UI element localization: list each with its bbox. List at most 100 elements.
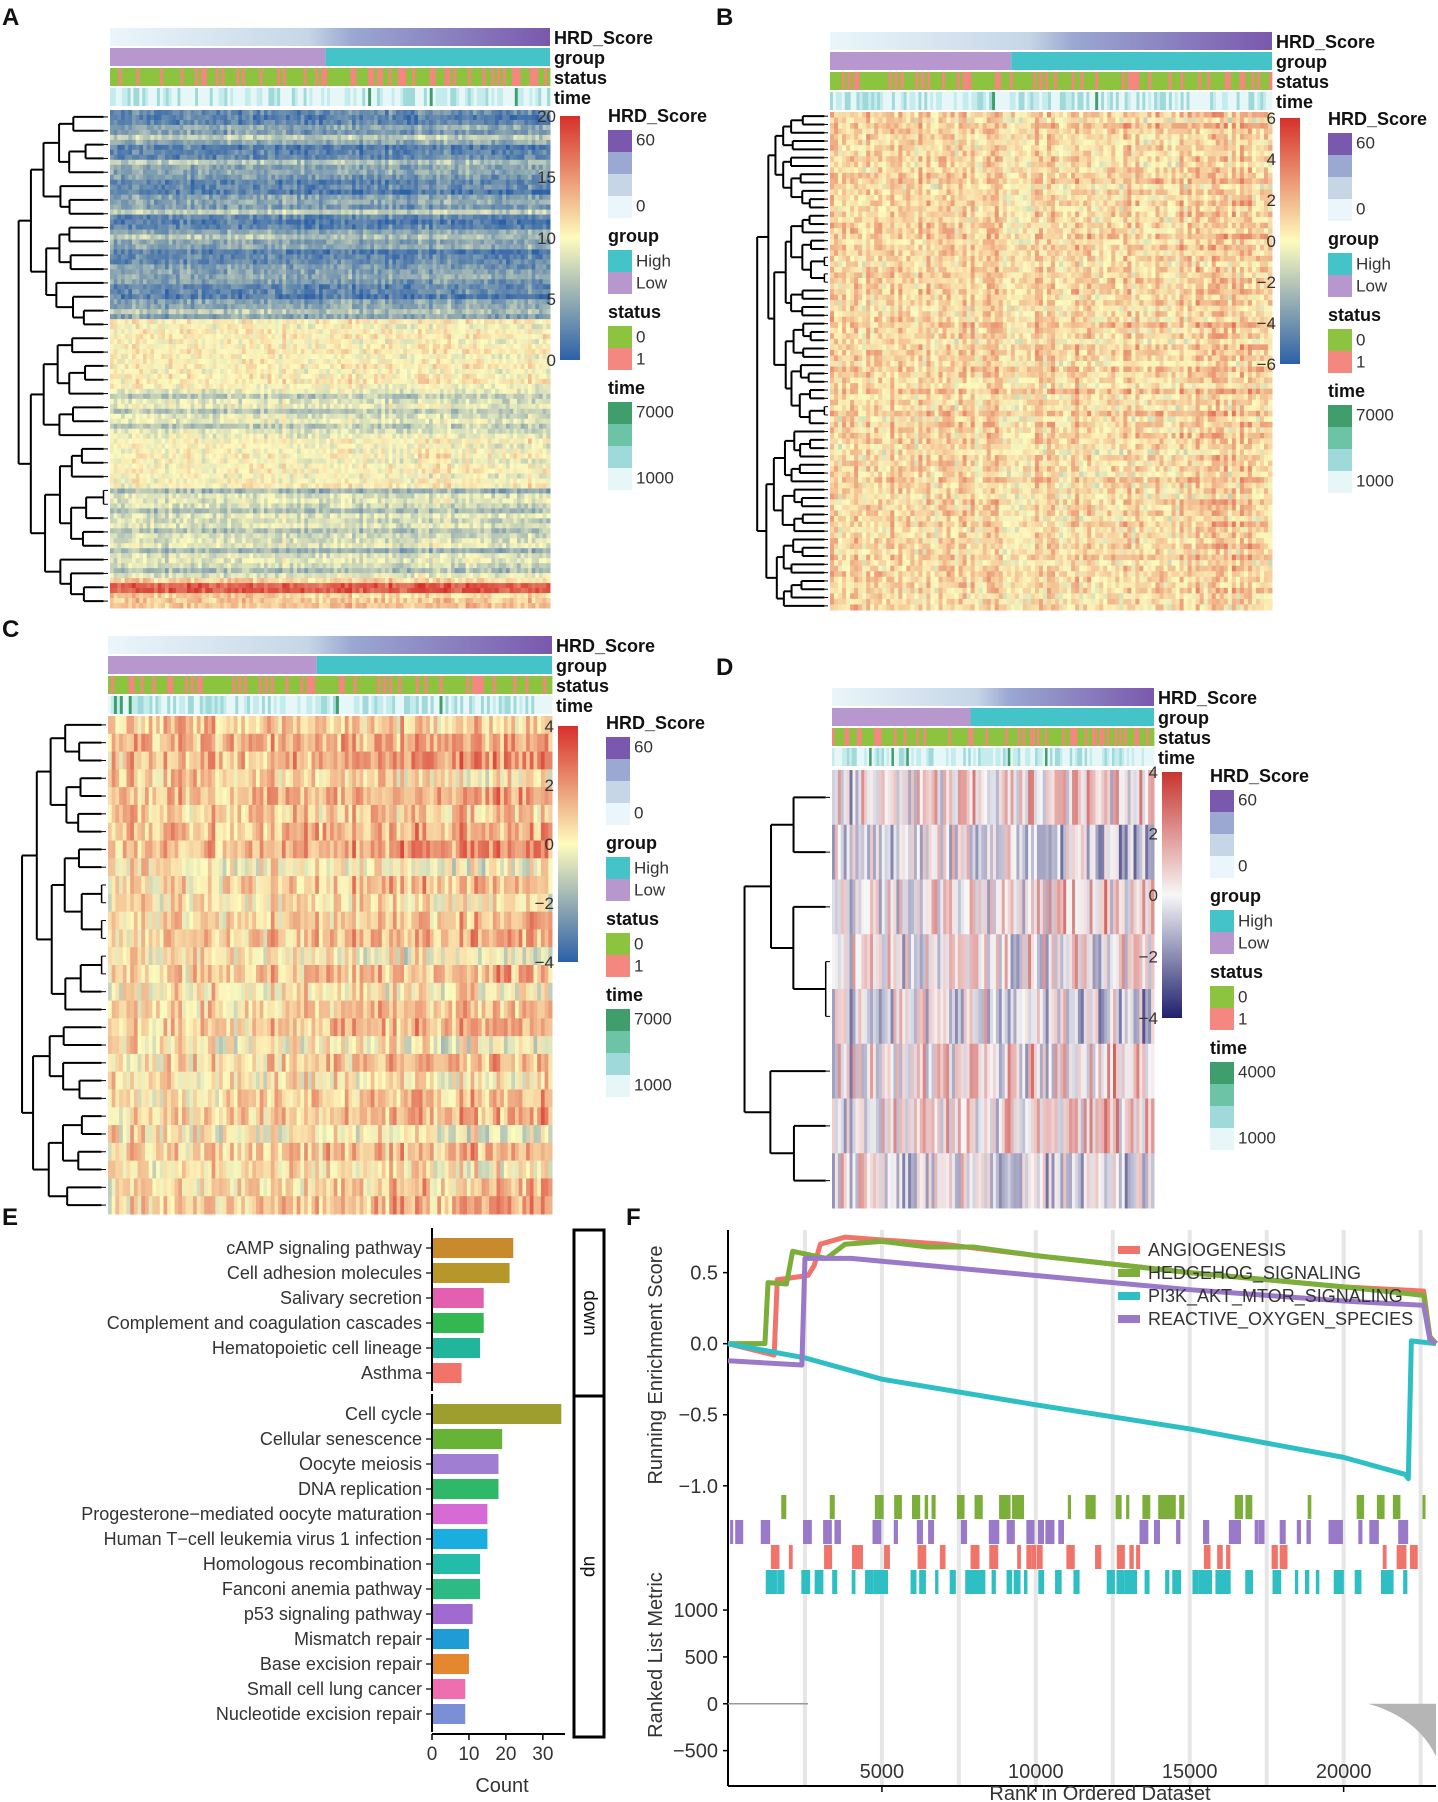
- heatmap-cell: [425, 294, 430, 300]
- heatmap-cell: [539, 134, 544, 141]
- heatmap-cell: [476, 209, 481, 216]
- heatmap-cell: [454, 229, 459, 235]
- heatmap-cell: [414, 129, 419, 136]
- heatmap-cell: [183, 164, 188, 171]
- heatmap-cell: [176, 119, 181, 126]
- heatmap-cell: [399, 179, 404, 186]
- heatmap-cell: [319, 110, 324, 116]
- heatmap-cell: [359, 259, 364, 265]
- heatmap-cell: [319, 124, 324, 131]
- heatmap-cell: [205, 234, 210, 240]
- heatmap-cell: [238, 249, 243, 255]
- heatmap-cell: [143, 149, 148, 156]
- heatmap-cell: [432, 129, 437, 136]
- heatmap-cell: [286, 159, 291, 166]
- heatmap-cell: [498, 284, 503, 290]
- heatmap-cell: [462, 244, 467, 250]
- heatmap-cell: [476, 214, 481, 221]
- heatmap-cell: [161, 274, 166, 280]
- heatmap-cell: [267, 239, 272, 245]
- heatmap-cell: [124, 164, 129, 171]
- heatmap-cell: [341, 154, 346, 161]
- heatmap-cell: [245, 244, 250, 250]
- heatmap-cell: [506, 254, 511, 260]
- heatmap-cell: [414, 199, 419, 206]
- heatmap-cell: [245, 209, 250, 216]
- heatmap-cell: [333, 154, 338, 161]
- time-cell: [118, 88, 123, 106]
- time-cell: [341, 88, 346, 106]
- heatmap-cell: [399, 149, 404, 156]
- heatmap-cell: [359, 284, 364, 290]
- heatmap-cell: [524, 199, 529, 206]
- heatmap-cell: [337, 179, 342, 186]
- heatmap-cell: [436, 169, 441, 176]
- heatmap-cell: [348, 149, 353, 156]
- heatmap-cell: [330, 139, 335, 146]
- heatmap-cell: [168, 134, 173, 141]
- heatmap-cell: [502, 189, 507, 196]
- heatmap-cell: [436, 264, 441, 270]
- heatmap-cell: [121, 139, 126, 146]
- heatmap-cell: [293, 239, 298, 245]
- heatmap-cell: [480, 244, 485, 250]
- heatmap-cell: [498, 134, 503, 141]
- heatmap-cell: [176, 254, 181, 260]
- heatmap-cell: [520, 269, 525, 275]
- heatmap-cell: [374, 159, 379, 166]
- heatmap-cell: [418, 174, 423, 181]
- heatmap-cell: [322, 239, 327, 245]
- heatmap-cell: [429, 234, 434, 240]
- heatmap-cell: [267, 279, 272, 285]
- heatmap-cell: [410, 219, 415, 226]
- heatmap-cell: [271, 204, 276, 211]
- heatmap-cell: [509, 184, 514, 191]
- heatmap-cell: [304, 249, 309, 255]
- heatmap-cell: [469, 119, 474, 126]
- heatmap-cell: [447, 214, 452, 221]
- heatmap-cell: [322, 249, 327, 255]
- heatmap-cell: [150, 189, 155, 196]
- heatmap-cell: [146, 274, 151, 280]
- heatmap-cell: [363, 299, 368, 305]
- heatmap-cell: [121, 209, 126, 216]
- heatmap-cell: [319, 229, 324, 235]
- heatmap-cell: [517, 239, 522, 245]
- heatmap-cell: [194, 294, 199, 300]
- heatmap-cell: [110, 249, 115, 255]
- heatmap-cell: [110, 110, 115, 116]
- heatmap-cell: [407, 299, 412, 305]
- heatmap-cell: [198, 279, 203, 285]
- heatmap-cell: [524, 209, 529, 216]
- heatmap-cell: [542, 199, 547, 206]
- heatmap-cell: [319, 279, 324, 285]
- heatmap-cell: [447, 169, 452, 176]
- heatmap-cell: [392, 259, 397, 265]
- heatmap-cell: [238, 124, 243, 131]
- heatmap-cell: [150, 114, 155, 121]
- heatmap-cell: [436, 289, 441, 295]
- heatmap-cell: [311, 134, 316, 141]
- heatmap-cell: [176, 179, 181, 186]
- heatmap-cell: [495, 254, 500, 260]
- heatmap-cell: [179, 204, 184, 211]
- heatmap-cell: [319, 194, 324, 201]
- heatmap-cell: [377, 289, 382, 295]
- heatmap-cell: [370, 249, 375, 255]
- heatmap-cell: [539, 119, 544, 126]
- status-cell: [189, 68, 193, 86]
- heatmap-cell: [124, 254, 129, 260]
- heatmap-cell: [315, 119, 320, 126]
- heatmap-cell: [333, 259, 338, 265]
- heatmap-cell: [286, 204, 291, 211]
- heatmap-cell: [344, 129, 349, 136]
- heatmap-cell: [465, 174, 470, 181]
- heatmap-cell: [168, 249, 173, 255]
- heatmap-cell: [179, 214, 184, 221]
- heatmap-cell: [322, 289, 327, 295]
- heatmap-cell: [363, 194, 368, 201]
- time-cell: [294, 88, 299, 106]
- heatmap-cell: [506, 194, 511, 201]
- heatmap-cell: [458, 124, 463, 131]
- heatmap-cell: [297, 209, 302, 216]
